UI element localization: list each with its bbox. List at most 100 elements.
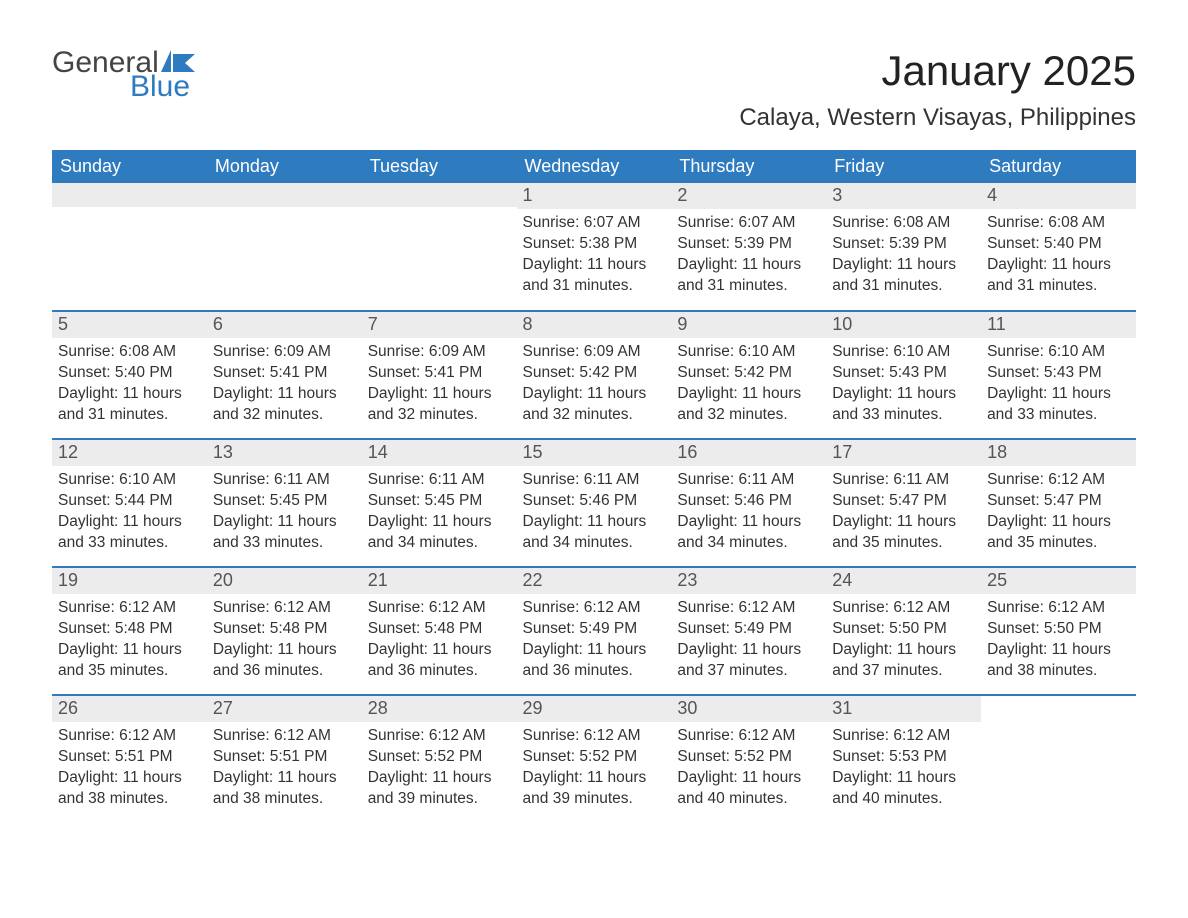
daylight-text: Daylight: 11 hours and 34 minutes.: [368, 512, 511, 554]
sunrise-text: Sunrise: 6:12 AM: [213, 726, 356, 747]
logo: General Blue: [52, 48, 197, 102]
daylight-text: Daylight: 11 hours and 31 minutes.: [677, 255, 820, 297]
sunset-text: Sunset: 5:39 PM: [832, 234, 975, 255]
calendar-cell: 24Sunrise: 6:12 AMSunset: 5:50 PMDayligh…: [826, 567, 981, 695]
calendar-cell: [362, 183, 517, 311]
daylight-text: Daylight: 11 hours and 32 minutes.: [523, 384, 666, 426]
day-number: 14: [362, 440, 517, 466]
sunset-text: Sunset: 5:50 PM: [987, 619, 1130, 640]
sunset-text: Sunset: 5:53 PM: [832, 747, 975, 768]
sunset-text: Sunset: 5:49 PM: [523, 619, 666, 640]
sunrise-text: Sunrise: 6:11 AM: [523, 470, 666, 491]
daylight-text: Daylight: 11 hours and 38 minutes.: [58, 768, 201, 810]
sunrise-text: Sunrise: 6:09 AM: [523, 342, 666, 363]
daylight-text: Daylight: 11 hours and 37 minutes.: [677, 640, 820, 682]
sunset-text: Sunset: 5:46 PM: [523, 491, 666, 512]
calendar-cell: 11Sunrise: 6:10 AMSunset: 5:43 PMDayligh…: [981, 311, 1136, 439]
day-number: 9: [671, 312, 826, 338]
day-number: 4: [981, 183, 1136, 209]
calendar-cell: 13Sunrise: 6:11 AMSunset: 5:45 PMDayligh…: [207, 439, 362, 567]
weekday-header-row: Sunday Monday Tuesday Wednesday Thursday…: [52, 150, 1136, 183]
day-details: Sunrise: 6:12 AMSunset: 5:51 PMDaylight:…: [207, 722, 362, 816]
calendar-week-row: 1Sunrise: 6:07 AMSunset: 5:38 PMDaylight…: [52, 183, 1136, 311]
weekday-header: Saturday: [981, 150, 1136, 183]
day-number: 2: [671, 183, 826, 209]
day-details: Sunrise: 6:12 AMSunset: 5:48 PMDaylight:…: [362, 594, 517, 688]
calendar-cell: 31Sunrise: 6:12 AMSunset: 5:53 PMDayligh…: [826, 695, 981, 823]
daylight-text: Daylight: 11 hours and 40 minutes.: [677, 768, 820, 810]
calendar-cell: 15Sunrise: 6:11 AMSunset: 5:46 PMDayligh…: [517, 439, 672, 567]
day-details: Sunrise: 6:12 AMSunset: 5:52 PMDaylight:…: [362, 722, 517, 816]
weekday-header: Thursday: [671, 150, 826, 183]
sunrise-text: Sunrise: 6:12 AM: [213, 598, 356, 619]
calendar-week-row: 19Sunrise: 6:12 AMSunset: 5:48 PMDayligh…: [52, 567, 1136, 695]
sunset-text: Sunset: 5:43 PM: [832, 363, 975, 384]
calendar-cell: [207, 183, 362, 311]
calendar-week-row: 5Sunrise: 6:08 AMSunset: 5:40 PMDaylight…: [52, 311, 1136, 439]
sunset-text: Sunset: 5:51 PM: [213, 747, 356, 768]
day-number: 10: [826, 312, 981, 338]
day-number: 22: [517, 568, 672, 594]
daylight-text: Daylight: 11 hours and 33 minutes.: [58, 512, 201, 554]
sunset-text: Sunset: 5:45 PM: [368, 491, 511, 512]
calendar-cell: 18Sunrise: 6:12 AMSunset: 5:47 PMDayligh…: [981, 439, 1136, 567]
sunset-text: Sunset: 5:48 PM: [368, 619, 511, 640]
daylight-text: Daylight: 11 hours and 36 minutes.: [213, 640, 356, 682]
sunset-text: Sunset: 5:43 PM: [987, 363, 1130, 384]
day-details: Sunrise: 6:12 AMSunset: 5:50 PMDaylight:…: [981, 594, 1136, 688]
sunset-text: Sunset: 5:41 PM: [213, 363, 356, 384]
title-block: January 2025 Calaya, Western Visayas, Ph…: [739, 48, 1136, 132]
weekday-header: Tuesday: [362, 150, 517, 183]
day-number: 6: [207, 312, 362, 338]
day-details: Sunrise: 6:08 AMSunset: 5:40 PMDaylight:…: [52, 338, 207, 432]
empty-day-header: [207, 183, 362, 207]
sunrise-text: Sunrise: 6:10 AM: [58, 470, 201, 491]
daylight-text: Daylight: 11 hours and 38 minutes.: [987, 640, 1130, 682]
month-title: January 2025: [739, 48, 1136, 94]
day-details: Sunrise: 6:12 AMSunset: 5:49 PMDaylight:…: [517, 594, 672, 688]
empty-day-header: [362, 183, 517, 207]
calendar-cell: 25Sunrise: 6:12 AMSunset: 5:50 PMDayligh…: [981, 567, 1136, 695]
calendar-cell: 10Sunrise: 6:10 AMSunset: 5:43 PMDayligh…: [826, 311, 981, 439]
calendar-table: Sunday Monday Tuesday Wednesday Thursday…: [52, 150, 1136, 823]
daylight-text: Daylight: 11 hours and 39 minutes.: [368, 768, 511, 810]
sunset-text: Sunset: 5:40 PM: [987, 234, 1130, 255]
day-number: 17: [826, 440, 981, 466]
day-number: 28: [362, 696, 517, 722]
day-number: 29: [517, 696, 672, 722]
sunset-text: Sunset: 5:39 PM: [677, 234, 820, 255]
day-number: 15: [517, 440, 672, 466]
daylight-text: Daylight: 11 hours and 32 minutes.: [213, 384, 356, 426]
day-number: 30: [671, 696, 826, 722]
sunrise-text: Sunrise: 6:12 AM: [368, 726, 511, 747]
weekday-header: Wednesday: [517, 150, 672, 183]
sunrise-text: Sunrise: 6:12 AM: [987, 598, 1130, 619]
calendar-cell: 9Sunrise: 6:10 AMSunset: 5:42 PMDaylight…: [671, 311, 826, 439]
sunset-text: Sunset: 5:44 PM: [58, 491, 201, 512]
daylight-text: Daylight: 11 hours and 33 minutes.: [832, 384, 975, 426]
calendar-cell: 29Sunrise: 6:12 AMSunset: 5:52 PMDayligh…: [517, 695, 672, 823]
sunrise-text: Sunrise: 6:12 AM: [523, 598, 666, 619]
day-details: Sunrise: 6:12 AMSunset: 5:50 PMDaylight:…: [826, 594, 981, 688]
day-details: Sunrise: 6:12 AMSunset: 5:48 PMDaylight:…: [207, 594, 362, 688]
sunset-text: Sunset: 5:45 PM: [213, 491, 356, 512]
daylight-text: Daylight: 11 hours and 37 minutes.: [832, 640, 975, 682]
calendar-cell: 22Sunrise: 6:12 AMSunset: 5:49 PMDayligh…: [517, 567, 672, 695]
day-number: 26: [52, 696, 207, 722]
sunset-text: Sunset: 5:42 PM: [677, 363, 820, 384]
calendar-cell: 12Sunrise: 6:10 AMSunset: 5:44 PMDayligh…: [52, 439, 207, 567]
sunset-text: Sunset: 5:46 PM: [677, 491, 820, 512]
daylight-text: Daylight: 11 hours and 39 minutes.: [523, 768, 666, 810]
day-details: Sunrise: 6:07 AMSunset: 5:38 PMDaylight:…: [517, 209, 672, 303]
daylight-text: Daylight: 11 hours and 36 minutes.: [368, 640, 511, 682]
sunset-text: Sunset: 5:40 PM: [58, 363, 201, 384]
sunrise-text: Sunrise: 6:12 AM: [832, 598, 975, 619]
sunrise-text: Sunrise: 6:12 AM: [368, 598, 511, 619]
day-details: Sunrise: 6:12 AMSunset: 5:47 PMDaylight:…: [981, 466, 1136, 560]
day-number: 31: [826, 696, 981, 722]
day-number: 27: [207, 696, 362, 722]
day-details: Sunrise: 6:12 AMSunset: 5:52 PMDaylight:…: [671, 722, 826, 816]
sunset-text: Sunset: 5:52 PM: [677, 747, 820, 768]
day-details: Sunrise: 6:11 AMSunset: 5:46 PMDaylight:…: [671, 466, 826, 560]
sunrise-text: Sunrise: 6:11 AM: [368, 470, 511, 491]
